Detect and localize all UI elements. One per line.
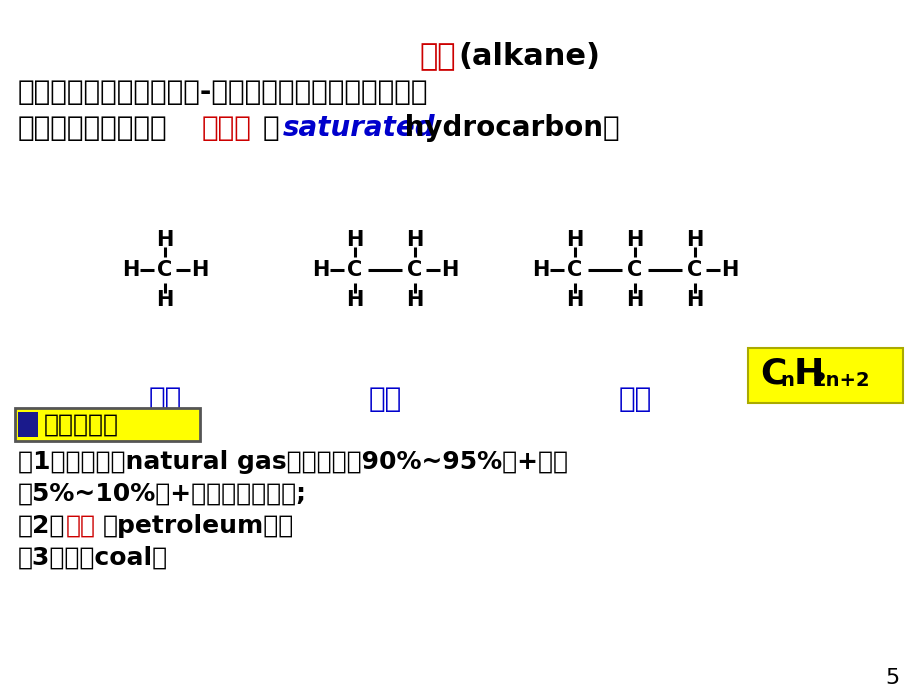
Text: 丙烷: 丙烷 <box>618 385 651 413</box>
Text: （5%~10%）+其它低沸点烷烃;: （5%~10%）+其它低沸点烷烃; <box>18 482 307 506</box>
Text: （2）: （2） <box>18 514 65 538</box>
Text: 烷烃的来源: 烷烃的来源 <box>44 413 119 437</box>
FancyBboxPatch shape <box>18 412 38 437</box>
Text: （petroleum）；: （petroleum）； <box>103 514 293 538</box>
Text: H: H <box>346 230 363 250</box>
Text: H: H <box>566 230 583 250</box>
Text: C: C <box>627 260 642 280</box>
Text: H: H <box>531 260 549 280</box>
Text: 饱和烃: 饱和烃 <box>201 114 251 142</box>
Text: H: H <box>720 260 737 280</box>
Text: 5: 5 <box>885 668 899 688</box>
Text: H: H <box>626 230 643 250</box>
Text: H: H <box>190 260 208 280</box>
Text: （3）煤（coal）: （3）煤（coal） <box>18 546 168 570</box>
Text: C: C <box>157 260 173 280</box>
Text: C: C <box>567 260 582 280</box>
Text: 乙烷: 乙烷 <box>368 385 402 413</box>
FancyBboxPatch shape <box>15 408 199 441</box>
Text: H: H <box>793 357 823 391</box>
Text: 2n+2: 2n+2 <box>812 371 869 390</box>
Text: saturated: saturated <box>283 114 436 142</box>
Text: C: C <box>686 260 702 280</box>
Text: H: H <box>686 290 703 310</box>
Text: （1）天然气（natural gas）：甲烷（90%~95%）+乙烷: （1）天然气（natural gas）：甲烷（90%~95%）+乙烷 <box>18 450 567 474</box>
Text: C: C <box>759 357 786 391</box>
Text: H: H <box>686 230 703 250</box>
Text: H: H <box>406 290 424 310</box>
Text: H: H <box>121 260 139 280</box>
Text: （: （ <box>263 114 279 142</box>
Text: H: H <box>312 260 329 280</box>
Text: H: H <box>626 290 643 310</box>
Text: H: H <box>156 230 174 250</box>
Text: 与氢原子相连，亦称: 与氢原子相连，亦称 <box>18 114 167 142</box>
Text: 甲烷: 甲烷 <box>148 385 181 413</box>
Text: H: H <box>406 230 424 250</box>
Text: H: H <box>566 290 583 310</box>
Text: n: n <box>779 371 793 390</box>
FancyBboxPatch shape <box>747 348 902 403</box>
Text: C: C <box>407 260 422 280</box>
Text: 烷烃: 烷烃 <box>419 42 456 71</box>
Text: 石油: 石油 <box>66 514 96 538</box>
Text: C: C <box>347 260 362 280</box>
Text: (alkane): (alkane) <box>458 42 599 71</box>
Text: 分子中所有碳原子都以碳-碳单键相连，碳的其余价键都: 分子中所有碳原子都以碳-碳单键相连，碳的其余价键都 <box>18 78 428 106</box>
Text: H: H <box>156 290 174 310</box>
Text: hydrocarbon）: hydrocarbon） <box>394 114 618 142</box>
Text: H: H <box>440 260 458 280</box>
Text: H: H <box>346 290 363 310</box>
